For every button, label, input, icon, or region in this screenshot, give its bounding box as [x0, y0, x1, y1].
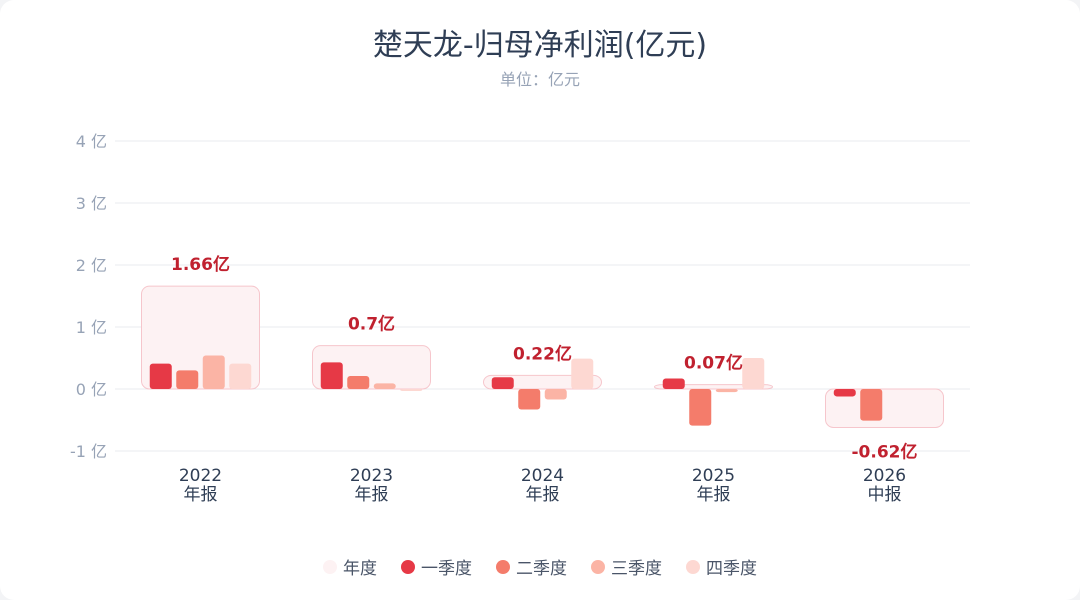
legend-swatch-q1 [401, 559, 415, 574]
quarter-bar [176, 370, 199, 389]
quarter-bar [491, 377, 514, 389]
quarter-bar [202, 355, 225, 389]
quarter-bar [544, 389, 567, 400]
legend-item-q3[interactable]: 三季度 [591, 554, 662, 579]
legend-label-q4: 四季度 [706, 559, 757, 579]
quarter-bar [373, 383, 396, 389]
y-tick-label: -1 亿 [70, 442, 107, 461]
quarter-bar [860, 389, 883, 421]
quarter-bar [149, 363, 172, 389]
legend-label-annual: 年度 [343, 559, 377, 579]
quarter-bar [742, 358, 765, 389]
x-tick-label-year: 2026 [863, 466, 906, 486]
quarter-bar [347, 375, 370, 389]
legend-swatch-q2 [496, 559, 510, 574]
chart-title: 楚天龙-归母净利润(亿元) [372, 28, 708, 63]
x-tick-label-period: 年报 [526, 485, 560, 505]
legend: 年度 一季度 二季度 三季度 四季度 [0, 554, 1080, 579]
legend-swatch-annual [323, 559, 337, 574]
quarter-bar [518, 389, 541, 410]
annual-bar [825, 388, 944, 428]
legend-label-q1: 一季度 [421, 559, 472, 579]
x-tick-label-year: 2024 [521, 466, 564, 486]
y-tick-label: 4 亿 [76, 132, 107, 151]
x-tick-label-year: 2025 [692, 466, 735, 486]
chart-subtitle: 单位：亿元 [499, 70, 580, 89]
quarter-bar [229, 363, 252, 389]
annual-data-label: 0.7亿 [348, 314, 395, 335]
legend-item-q2[interactable]: 二季度 [496, 554, 567, 579]
legend-label-q2: 二季度 [516, 559, 567, 579]
x-tick-label-period: 年报 [697, 485, 731, 505]
quarter-bar [715, 389, 738, 393]
quarter-bar [400, 389, 423, 391]
quarter-bar [571, 358, 594, 389]
y-tick-label: 1 亿 [76, 318, 107, 337]
legend-item-annual[interactable]: 年度 [323, 554, 377, 579]
x-tick-label-year: 2022 [179, 466, 222, 486]
annual-data-label: 0.22亿 [513, 343, 572, 364]
annual-data-label: 1.66亿 [171, 254, 230, 275]
x-tick-label-year: 2023 [350, 466, 393, 486]
legend-swatch-q3 [591, 559, 605, 574]
quarter-bar [662, 378, 685, 389]
y-tick-label: 2 亿 [76, 256, 107, 275]
x-tick-label-period: 年报 [184, 485, 218, 505]
legend-label-q3: 三季度 [611, 559, 662, 579]
annual-bar [141, 285, 260, 390]
legend-item-q1[interactable]: 一季度 [401, 554, 472, 579]
x-tick-label-period: 中报 [868, 485, 902, 505]
quarter-bar [320, 362, 343, 389]
annual-data-label: -0.62亿 [852, 441, 918, 462]
quarter-bar [689, 389, 712, 426]
legend-item-q4[interactable]: 四季度 [686, 554, 757, 579]
annual-data-label: 0.07亿 [684, 353, 743, 374]
x-tick-label-period: 年报 [355, 485, 389, 505]
quarter-bar [833, 389, 856, 397]
legend-swatch-q4 [686, 559, 700, 574]
y-tick-label: 3 亿 [76, 194, 107, 213]
y-tick-label: 0 亿 [76, 380, 107, 399]
